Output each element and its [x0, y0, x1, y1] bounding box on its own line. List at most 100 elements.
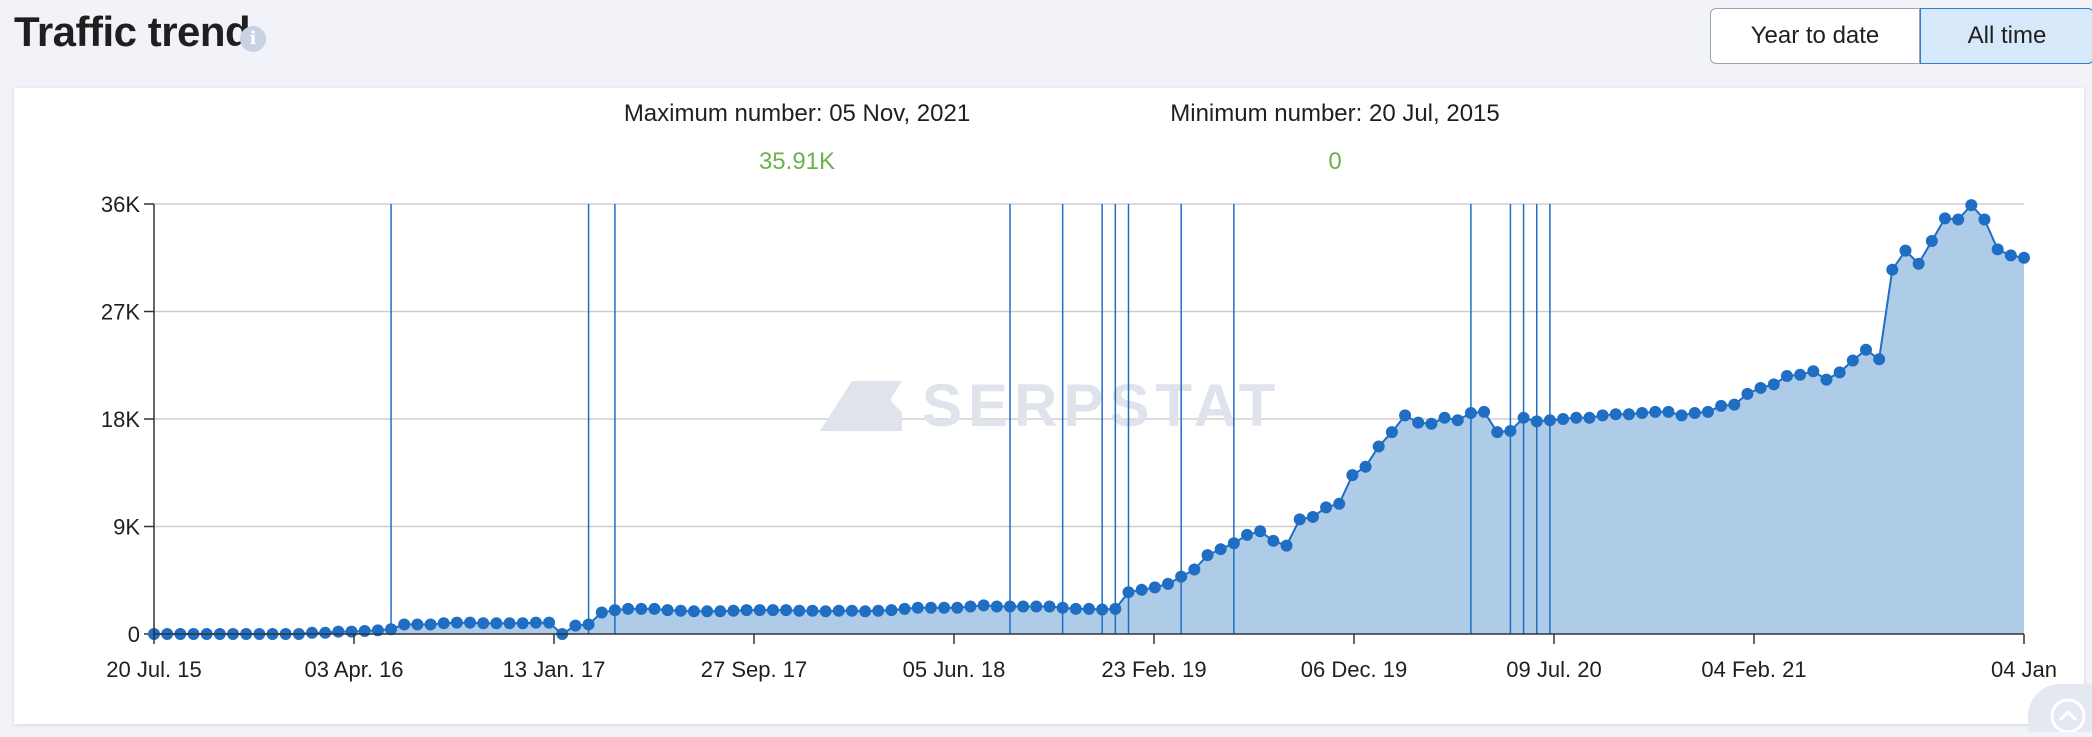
data-point: [1333, 498, 1345, 510]
data-point: [1307, 511, 1319, 523]
data-point: [1030, 601, 1042, 613]
data-point: [1162, 578, 1174, 590]
data-point: [1294, 513, 1306, 525]
data-point: [688, 605, 700, 617]
data-point: [648, 603, 660, 615]
data-point: [767, 604, 779, 616]
data-point: [346, 626, 358, 638]
data-point: [319, 627, 331, 639]
data-point: [1768, 378, 1780, 390]
x-tick-label: 05 Jun. 18: [903, 657, 1006, 682]
data-point: [1965, 199, 1977, 211]
serpstat-logo-icon: [820, 381, 902, 431]
y-tick-label: 0: [128, 622, 140, 647]
data-point: [714, 605, 726, 617]
x-tick-label: 09 Jul. 20: [1506, 657, 1601, 682]
data-point: [1939, 212, 1951, 224]
data-point: [2018, 252, 2030, 264]
data-point: [1834, 366, 1846, 378]
data-point: [1070, 603, 1082, 615]
data-point: [517, 617, 529, 629]
x-tick-label: 23 Feb. 19: [1101, 657, 1206, 682]
x-tick-label: 03 Apr. 16: [304, 657, 403, 682]
data-point: [477, 617, 489, 629]
data-point: [741, 604, 753, 616]
data-point: [464, 617, 476, 629]
data-point: [306, 627, 318, 639]
data-point: [1531, 415, 1543, 427]
data-point: [1886, 264, 1898, 276]
info-icon[interactable]: i: [240, 26, 266, 52]
data-point: [425, 618, 437, 630]
data-point: [833, 605, 845, 617]
data-point: [1017, 601, 1029, 613]
data-point: [1623, 408, 1635, 420]
y-tick-label: 9K: [113, 515, 140, 540]
data-point: [1373, 440, 1385, 452]
data-point: [1320, 501, 1332, 513]
watermark: SERPSTAT: [820, 372, 1281, 439]
data-point: [1702, 406, 1714, 418]
data-point: [1728, 399, 1740, 411]
data-point: [793, 605, 805, 617]
all-time-button[interactable]: All time: [1920, 8, 2092, 64]
data-point: [1873, 353, 1885, 365]
data-point: [1913, 258, 1925, 270]
data-point: [1215, 543, 1227, 555]
data-point: [1794, 369, 1806, 381]
data-point: [1583, 412, 1595, 424]
data-point: [1597, 409, 1609, 421]
data-point: [569, 620, 581, 632]
data-point: [1096, 604, 1108, 616]
data-point: [1439, 412, 1451, 424]
data-point: [1149, 581, 1161, 593]
data-point: [504, 617, 516, 629]
data-point: [1425, 418, 1437, 430]
data-point: [1004, 601, 1016, 613]
data-point: [991, 601, 1003, 613]
data-point: [1557, 413, 1569, 425]
scroll-to-top-button[interactable]: [2028, 684, 2092, 732]
data-point: [1662, 406, 1674, 418]
x-tick-label: 04 Feb. 21: [1701, 657, 1806, 682]
data-point: [635, 603, 647, 615]
year-to-date-button[interactable]: Year to date: [1710, 8, 1920, 64]
data-point: [872, 605, 884, 617]
data-point: [1057, 602, 1069, 614]
data-point: [1267, 535, 1279, 547]
data-point: [859, 605, 871, 617]
data-point: [1518, 412, 1530, 424]
data-point: [701, 605, 713, 617]
data-point: [596, 607, 608, 619]
data-point: [1860, 344, 1872, 356]
data-point: [1136, 584, 1148, 596]
data-point: [1360, 461, 1372, 473]
traffic-trend-chart: SERPSTAT 0 9K 18K 27K 36K 20 Jul. 15 03 Apr. …: [14, 88, 2084, 724]
data-point: [1412, 417, 1424, 429]
data-point: [1228, 537, 1240, 549]
data-point: [359, 625, 371, 637]
data-point: [820, 605, 832, 617]
data-point: [1952, 214, 1964, 226]
y-tick-label: 36K: [101, 192, 140, 217]
data-point: [1043, 601, 1055, 613]
data-point: [727, 605, 739, 617]
x-tick-label: 04 Jan: [1991, 657, 2057, 682]
data-point: [1689, 407, 1701, 419]
x-tick-label: 27 Sep. 17: [701, 657, 807, 682]
y-tick-labels: 09K18K27K36K: [101, 192, 140, 647]
data-point: [1465, 407, 1477, 419]
data-point: [1676, 409, 1688, 421]
data-point: [398, 618, 410, 630]
data-point: [978, 599, 990, 611]
data-point: [1202, 549, 1214, 561]
period-toggle: Year to date All time: [1710, 8, 2092, 66]
data-point: [938, 602, 950, 614]
data-point: [1346, 469, 1358, 481]
data-point: [411, 618, 423, 630]
data-point: [1452, 414, 1464, 426]
data-point: [1992, 243, 2004, 255]
data-point: [899, 603, 911, 615]
data-point: [490, 617, 502, 629]
data-point: [543, 617, 555, 629]
